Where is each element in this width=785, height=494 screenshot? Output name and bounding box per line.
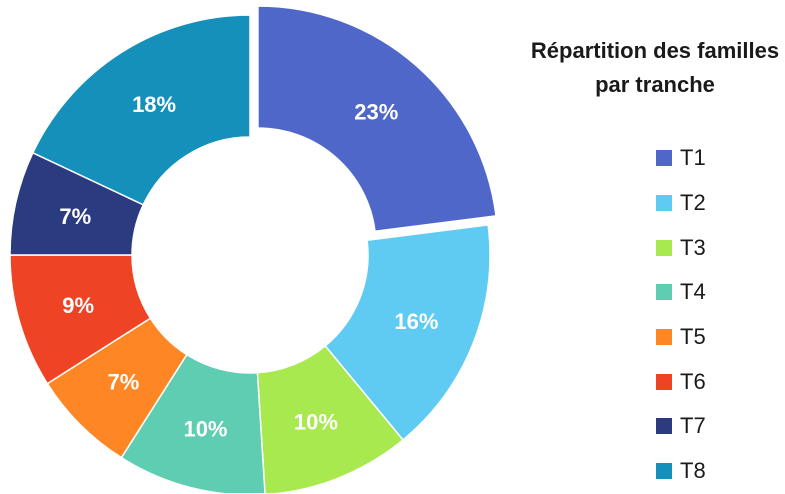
data-label-t1: 23% xyxy=(354,100,398,125)
legend-swatch xyxy=(656,329,672,346)
slice-t8 xyxy=(31,14,251,206)
legend-swatch xyxy=(656,418,672,435)
legend-item-t1: T1 xyxy=(656,136,706,181)
legend-item-t3: T3 xyxy=(656,225,706,270)
legend-item-t4: T4 xyxy=(656,270,706,315)
data-label-t7: 7% xyxy=(59,204,91,229)
legend-label: T7 xyxy=(680,413,706,439)
legend-swatch xyxy=(656,150,672,167)
legend-label: T2 xyxy=(680,190,706,216)
legend-swatch xyxy=(656,195,672,212)
legend: T1 T2 T3 T4 T5 T6 T7 T8 xyxy=(656,136,706,494)
legend-item-t2: T2 xyxy=(656,181,706,226)
data-label-t2: 16% xyxy=(394,309,438,334)
data-label-t5: 7% xyxy=(108,370,140,395)
data-label-t3: 10% xyxy=(294,409,338,434)
legend-item-t7: T7 xyxy=(656,404,706,449)
slice-t3 xyxy=(256,344,405,493)
legend-item-t5: T5 xyxy=(656,315,706,360)
data-label-t4: 10% xyxy=(183,416,227,441)
legend-label: T6 xyxy=(680,368,706,394)
legend-label: T5 xyxy=(680,324,706,350)
legend-item-t6: T6 xyxy=(656,359,706,404)
chart-title: Répartition des familles par tranche xyxy=(530,38,780,97)
legend-swatch xyxy=(656,284,672,301)
legend-label: T8 xyxy=(680,458,706,484)
data-label-t6: 9% xyxy=(62,293,94,318)
data-label-t8: 18% xyxy=(132,92,176,117)
slice-t2 xyxy=(324,224,491,441)
donut-chart: 23% 16% 10% 10% 7% 9% 7% 18% xyxy=(9,5,497,493)
legend-swatch xyxy=(656,373,672,390)
legend-swatch xyxy=(656,463,672,480)
legend-label: T3 xyxy=(680,234,706,260)
slice-t1 xyxy=(257,5,497,233)
legend-label: T4 xyxy=(680,279,706,305)
legend-label: T1 xyxy=(680,145,706,171)
legend-swatch xyxy=(656,239,672,256)
legend-item-t8: T8 xyxy=(656,449,706,494)
